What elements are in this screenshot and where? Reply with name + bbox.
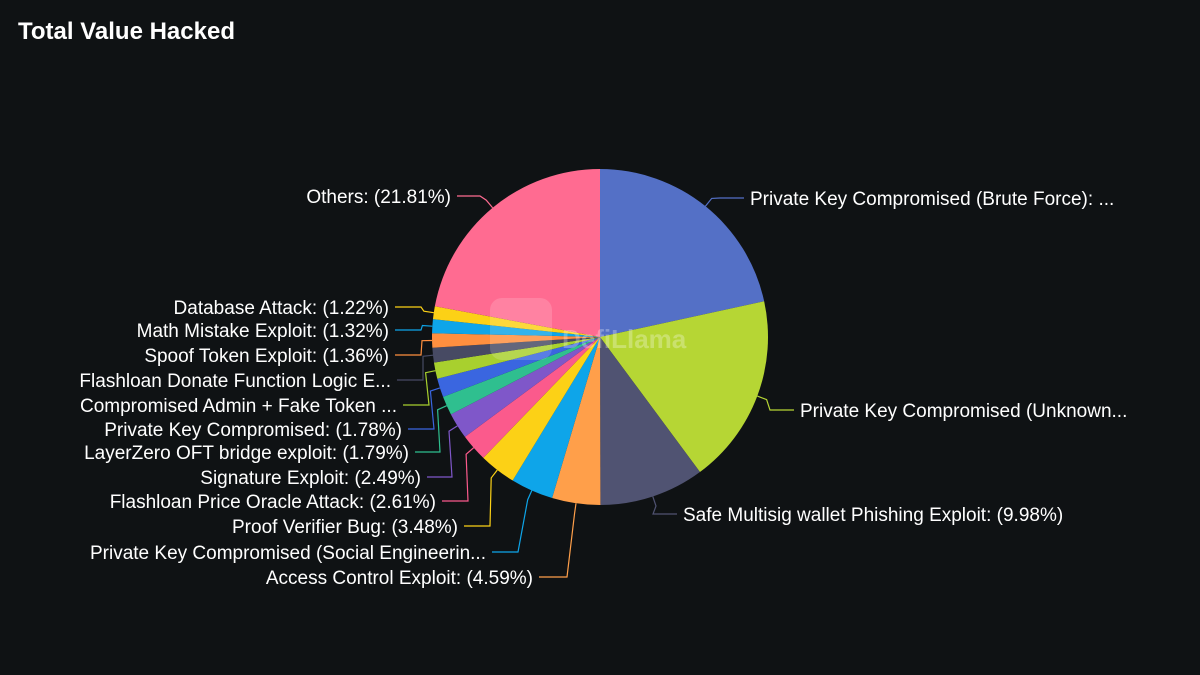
slice-label: Database Attack: (1.22%) bbox=[174, 298, 389, 319]
pie-slice[interactable] bbox=[552, 337, 601, 506]
slice-label: Signature Exploit: (2.49%) bbox=[200, 468, 421, 489]
slice-label: Others: (21.81%) bbox=[306, 187, 451, 208]
slice-label: Compromised Admin + Fake Token ... bbox=[80, 396, 397, 417]
pie-slice[interactable] bbox=[432, 306, 600, 337]
leader-line bbox=[408, 387, 441, 430]
slice-label: Access Control Exploit: (4.59%) bbox=[266, 568, 533, 589]
slice-label: Flashloan Price Oracle Attack: (2.61%) bbox=[110, 492, 436, 513]
pie-slice[interactable] bbox=[512, 337, 600, 499]
leader-line bbox=[492, 490, 533, 553]
pie-slice[interactable] bbox=[464, 337, 600, 458]
watermark: DefiLlama bbox=[490, 298, 687, 360]
pie-slice[interactable] bbox=[437, 337, 600, 397]
leader-line bbox=[457, 195, 494, 209]
slice-label: Spoof Token Exploit: (1.36%) bbox=[144, 346, 389, 367]
pie-slice[interactable] bbox=[432, 337, 600, 363]
leader-line bbox=[427, 425, 458, 478]
pie-slice[interactable] bbox=[600, 337, 700, 505]
leader-line bbox=[395, 306, 434, 314]
leader-line bbox=[704, 197, 744, 207]
slice-label: Safe Multisig wallet Phishing Exploit: (… bbox=[683, 505, 1063, 526]
pie-slice[interactable] bbox=[600, 301, 769, 473]
watermark-text: DefiLlama bbox=[562, 324, 687, 354]
slice-label: LayerZero OFT bridge exploit: (1.79%) bbox=[84, 443, 409, 464]
pie-slice[interactable] bbox=[600, 169, 765, 337]
leader-line bbox=[397, 354, 434, 381]
slice-label: Private Key Compromised (Brute Force): .… bbox=[750, 189, 1114, 210]
pie-slice[interactable] bbox=[432, 319, 600, 337]
pie-slice[interactable] bbox=[433, 337, 600, 379]
watermark-logo bbox=[490, 298, 552, 360]
pie-slice[interactable] bbox=[431, 333, 600, 348]
pie-slice[interactable] bbox=[483, 337, 600, 481]
slice-label: Flashloan Donate Function Logic E... bbox=[79, 371, 391, 392]
leader-line bbox=[464, 469, 498, 527]
slice-label: Private Key Compromised: (1.78%) bbox=[104, 420, 402, 441]
slice-label: Math Mistake Exploit: (1.32%) bbox=[137, 321, 389, 342]
pie-slice[interactable] bbox=[443, 337, 600, 415]
slice-label: Private Key Compromised (Social Engineer… bbox=[90, 543, 486, 564]
slices-layer bbox=[431, 169, 769, 506]
slice-label: Private Key Compromised (Unknown... bbox=[800, 401, 1127, 422]
leader-line bbox=[652, 496, 677, 515]
leader-line bbox=[539, 503, 577, 578]
leader-line bbox=[395, 324, 433, 331]
pie-slice[interactable] bbox=[434, 169, 600, 337]
leader-line bbox=[403, 370, 436, 406]
leader-line bbox=[395, 339, 433, 356]
leader-line bbox=[442, 447, 475, 502]
chart-title: Total Value Hacked bbox=[18, 18, 235, 45]
pie-slice[interactable] bbox=[450, 337, 600, 437]
leader-line bbox=[757, 395, 794, 411]
labels-layer: Private Key Compromised (Brute Force): .… bbox=[79, 187, 1127, 589]
slice-label: Proof Verifier Bug: (3.48%) bbox=[232, 517, 458, 538]
leader-line bbox=[415, 405, 447, 453]
